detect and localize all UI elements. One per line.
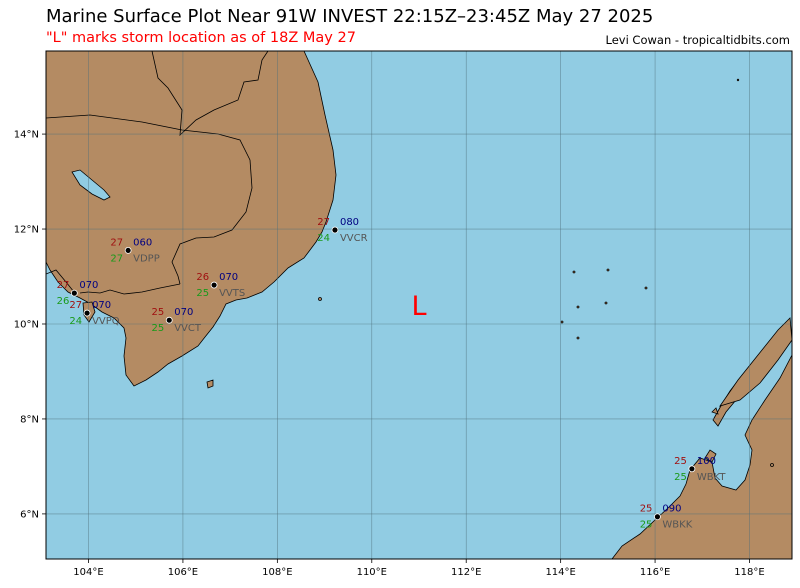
station-dot: [688, 465, 696, 473]
storm-location-marker: L: [411, 291, 426, 322]
station-dot: [83, 309, 91, 317]
small-island: [770, 463, 774, 467]
lon-tick-label: 108°E: [262, 567, 292, 578]
country-borders: [46, 51, 269, 295]
station-temperature: 25: [674, 456, 687, 467]
small-island: [604, 301, 608, 305]
small-island: [736, 78, 740, 82]
station-plot: 27 070 24 VVPQ: [69, 300, 119, 327]
station-wind-direction: 080: [340, 217, 359, 228]
map-frame: [45, 50, 793, 560]
station-wind-direction: 070: [92, 300, 111, 311]
station-dewpoint: 25: [151, 323, 164, 334]
graticule: [46, 51, 792, 559]
lat-tick-label: 6°N: [20, 509, 39, 520]
lat-tick-label: 10°N: [14, 319, 39, 330]
lon-tick-label: 110°E: [357, 567, 387, 578]
storm-location-note: "L" marks storm location as of 18Z May 2…: [46, 30, 356, 46]
station-temperature: 27: [317, 217, 330, 228]
station-dewpoint: 25: [196, 288, 209, 299]
station-plot: 25 100 25 WBKT: [674, 456, 726, 483]
station-temperature: 27: [69, 300, 82, 311]
station-plot: 27 060 27 VDPP: [110, 237, 159, 264]
lon-tick-label: 118°E: [734, 567, 764, 578]
station-dot: [210, 281, 218, 289]
small-island: [704, 449, 717, 463]
station-wind-direction: 070: [79, 280, 98, 291]
axis-ticks: 104°E 106°E 108°E 110°E 112°E 114°E 116°E 118°E…: [14, 130, 765, 578]
lat-tick-label: 12°N: [14, 225, 39, 236]
indochina-land: [46, 51, 337, 387]
station-plot: 25 090 25 WBKK: [640, 504, 693, 531]
lat-tick-label: 8°N: [20, 414, 39, 425]
lon-tick-label: 106°E: [168, 567, 198, 578]
lon-tick-label: 112°E: [451, 567, 481, 578]
station-plot: 27 070 26: [57, 280, 99, 307]
lon-tick-label: 114°E: [545, 567, 575, 578]
station-wind-direction: 060: [133, 237, 152, 248]
station-wind-direction: 070: [219, 272, 238, 283]
station-dewpoint: 24: [69, 316, 82, 327]
small-island: [206, 379, 214, 389]
station-plot: 26 070 25 VVTS: [196, 272, 245, 299]
station-dot: [331, 226, 339, 234]
station-temperature: 27: [57, 280, 70, 291]
small-island: [318, 297, 322, 301]
station-dewpoint: 27: [110, 253, 123, 264]
lon-tick-label: 104°E: [73, 567, 103, 578]
station-id: VVTS: [219, 288, 245, 299]
station-dewpoint: 25: [674, 472, 687, 483]
station-id: WBKT: [697, 472, 727, 483]
station-temperature: 25: [640, 504, 653, 515]
station-temperature: 27: [110, 237, 123, 248]
small-island: [576, 305, 580, 309]
small-island: [606, 268, 610, 272]
small-island: [572, 270, 576, 274]
station-dot: [165, 316, 173, 324]
station-id: VVCR: [340, 233, 368, 244]
lat-tick-label: 14°N: [14, 130, 39, 141]
station-wind-direction: 070: [174, 307, 193, 318]
station-dot: [124, 247, 132, 254]
map-title: Marine Surface Plot Near 91W INVEST 22:1…: [46, 6, 654, 27]
station-plot: 25 070 25 VVCT: [151, 307, 201, 334]
station-wind-direction: 100: [697, 456, 716, 467]
station-plot: 27 080 24 VVCR: [317, 217, 367, 244]
palawan-island: [719, 317, 792, 407]
station-dewpoint: 25: [640, 520, 653, 531]
station-dewpoint: 26: [57, 296, 70, 307]
credit-text: Levi Cowan - tropicaltidbits.com: [605, 33, 791, 47]
small-island: [644, 286, 648, 290]
borneo-land: [611, 310, 792, 559]
station-temperature: 26: [196, 272, 209, 283]
station-wind-direction: 090: [662, 504, 681, 515]
station-id: VVCT: [174, 323, 202, 334]
station-id: VDPP: [133, 253, 160, 264]
station-dot: [654, 513, 661, 521]
station-id: WBKK: [662, 520, 692, 531]
lon-tick-label: 116°E: [640, 567, 670, 578]
small-island: [711, 407, 719, 415]
land-masses: [46, 51, 792, 559]
tonle-sap-lake: [71, 169, 111, 201]
station-dot: [70, 289, 78, 297]
station-id: VVPQ: [92, 316, 120, 327]
station-temperature: 25: [151, 307, 164, 318]
station-dewpoint: 24: [317, 233, 330, 244]
small-island: [576, 336, 580, 340]
small-island: [560, 320, 564, 324]
